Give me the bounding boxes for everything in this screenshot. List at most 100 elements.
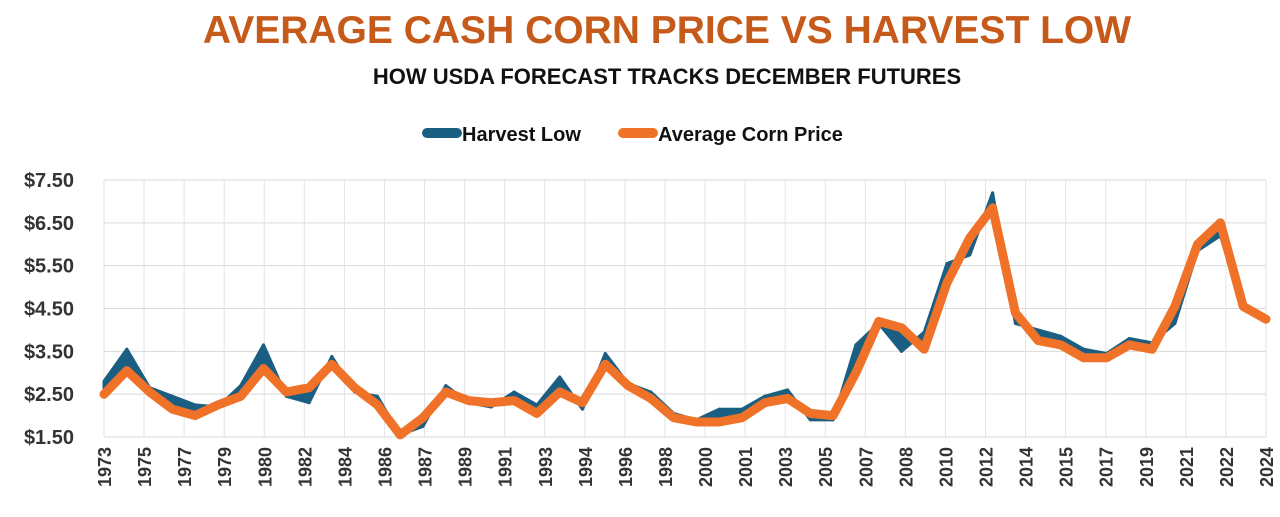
x-tick-label: 2003 <box>776 447 796 487</box>
average-corn-price-point <box>284 390 289 395</box>
x-tick-label: 1993 <box>536 447 556 487</box>
series-average-corn-price-line <box>99 203 1271 440</box>
harvest-low-point <box>1082 347 1086 351</box>
average-corn-price-point <box>1036 338 1041 343</box>
y-tick-label: $3.50 <box>24 341 74 363</box>
x-tick-label: 2019 <box>1137 447 1157 487</box>
average-corn-price-point <box>1058 342 1063 347</box>
average-corn-price-point <box>1104 355 1109 360</box>
harvest-low-point <box>125 347 129 351</box>
average-corn-price-point <box>1264 317 1268 322</box>
average-corn-price-point <box>147 390 152 395</box>
average-corn-price-point <box>1172 304 1177 309</box>
average-corn-price-point <box>603 362 608 367</box>
x-tick-label: 1982 <box>295 447 315 487</box>
harvest-low-point <box>1036 328 1040 332</box>
harvest-low-point <box>717 407 721 411</box>
series-layer <box>99 191 1271 440</box>
average-corn-price-point <box>443 390 448 395</box>
x-tick-label: 1980 <box>255 447 275 487</box>
average-corn-price-point <box>489 400 494 405</box>
average-corn-price-point <box>466 398 471 403</box>
average-corn-price-point <box>899 325 904 330</box>
y-tick-label: $4.50 <box>24 299 74 321</box>
average-corn-price-point <box>739 415 744 420</box>
x-tick-label: 1975 <box>135 447 155 487</box>
harvest-low-point <box>375 394 379 398</box>
harvest-low-point <box>535 403 539 407</box>
chart-subtitle: HOW USDA FORECAST TRACKS DECEMBER FUTURE… <box>373 64 961 89</box>
x-tick-label: 2017 <box>1097 447 1117 487</box>
harvest-low-point <box>808 418 812 422</box>
legend-label-harvest-low: Harvest Low <box>462 124 581 146</box>
y-tick-label: $7.50 <box>24 170 74 192</box>
average-corn-price-point <box>261 366 266 371</box>
average-corn-price-point <box>352 385 357 390</box>
x-tick-label: 1986 <box>375 447 395 487</box>
harvest-low-point <box>170 394 174 398</box>
average-corn-price-point <box>853 370 858 375</box>
x-tick-label: 1979 <box>215 447 235 487</box>
x-tick-label: 2012 <box>977 447 997 487</box>
x-tick-label: 2024 <box>1257 447 1277 487</box>
average-corn-price-point <box>762 400 767 405</box>
harvest-low-point <box>968 253 972 257</box>
average-corn-price-point <box>922 347 927 352</box>
average-corn-price-point <box>831 413 836 418</box>
average-corn-price-point <box>193 413 198 418</box>
harvest-low-point <box>763 394 767 398</box>
harvest-low-point <box>512 390 516 394</box>
harvest-low-point <box>603 351 607 355</box>
average-corn-price-point <box>671 415 676 420</box>
average-corn-price-point <box>694 420 699 425</box>
harvest-low-point <box>193 403 197 407</box>
x-tick-label: 2001 <box>736 447 756 487</box>
average-corn-price-point <box>876 319 881 324</box>
x-tick-label: 2008 <box>896 447 916 487</box>
average-corn-price-point <box>1150 347 1155 352</box>
harvest-low-point <box>1173 321 1177 325</box>
legend-swatch-harvest-low <box>422 128 462 138</box>
average-corn-price-point <box>375 402 380 407</box>
average-corn-price-point <box>785 396 790 401</box>
harvest-low-point <box>945 262 949 266</box>
legend-swatch-average-corn-price <box>618 128 658 138</box>
x-tick-label: 2015 <box>1057 447 1077 487</box>
x-tick-label: 2007 <box>856 447 876 487</box>
average-corn-price-point <box>808 411 813 416</box>
average-corn-price-point <box>398 432 403 437</box>
chart-title: AVERAGE CASH CORN PRICE VS HARVEST LOW <box>203 9 1131 52</box>
x-axis-ticks: 1973 1975 1977 1979 1980 1982 1984 1986 1987 1989… <box>95 447 1277 487</box>
harvest-low-point <box>444 384 448 388</box>
harvest-low-point <box>740 407 744 411</box>
average-corn-price-point <box>1241 304 1246 309</box>
harvest-low-point <box>102 379 106 383</box>
average-corn-price-point <box>329 362 334 367</box>
harvest-low-point <box>330 354 334 358</box>
x-tick-label: 1998 <box>656 447 676 487</box>
harvest-low-point <box>1013 321 1017 325</box>
x-tick-label: 2010 <box>936 447 956 487</box>
average-corn-price-point <box>648 396 653 401</box>
x-tick-label: 2021 <box>1177 447 1197 487</box>
y-axis-ticks: $1.50 $2.50 $3.50 $4.50 $5.50 $6.50 $7.50 <box>24 170 74 449</box>
average-corn-price-point <box>1218 220 1223 225</box>
average-corn-price-point <box>1195 242 1200 247</box>
x-tick-label: 2014 <box>1017 447 1037 487</box>
harvest-low-point <box>558 375 562 379</box>
grid <box>103 179 1267 438</box>
y-tick-label: $5.50 <box>24 256 74 278</box>
average-corn-price-point <box>626 383 631 388</box>
x-tick-label: 2000 <box>696 447 716 487</box>
average-corn-price-point <box>967 235 972 240</box>
harvest-low-point <box>239 384 243 388</box>
x-tick-label: 1994 <box>576 447 596 487</box>
harvest-low-point <box>580 407 584 411</box>
average-corn-price-point <box>1127 342 1132 347</box>
average-corn-price-point <box>945 280 950 285</box>
x-tick-label: 1987 <box>416 447 436 487</box>
harvest-low-point <box>854 343 858 347</box>
harvest-low-point <box>261 343 265 347</box>
average-corn-price-point <box>557 390 562 395</box>
